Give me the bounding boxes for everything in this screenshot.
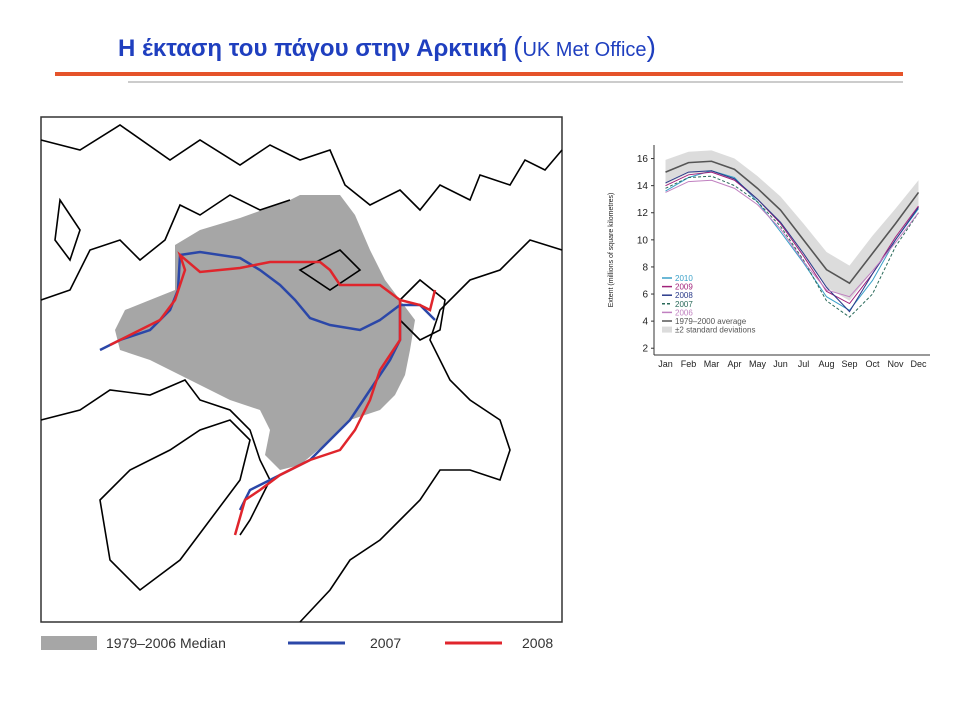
x-tick-label: Apr — [727, 359, 741, 369]
legend-label: 2007 — [675, 300, 693, 309]
extent-chart: Extent (millions of square kilometres) 2… — [608, 145, 930, 369]
legend-label: 2008 — [675, 291, 693, 300]
coastlines — [40, 124, 563, 623]
x-tick-label: Jan — [658, 359, 673, 369]
legend-label: 1979–2000 average — [675, 317, 747, 326]
title-main: Η έκταση του πάγου στην Αρκτική — [118, 35, 507, 62]
x-tick-label: Jul — [798, 359, 810, 369]
legend-label: 2006 — [675, 308, 693, 317]
series-line — [665, 179, 919, 298]
legend-label: 2010 — [675, 274, 693, 283]
x-tick-label: Feb — [681, 359, 697, 369]
legend-swatch — [662, 326, 672, 333]
paren: ( — [513, 31, 523, 62]
y-tick-label: 8 — [642, 262, 648, 273]
x-tick-label: Mar — [704, 359, 720, 369]
x-tick-label: Dec — [910, 359, 927, 369]
legend-label: 1979–2006 Median — [106, 635, 226, 651]
map: 1979–2006 Median 2007 2008 — [40, 116, 563, 651]
series-line — [665, 160, 920, 285]
ice-2007 — [238, 305, 402, 511]
slide-title: Η έκταση του πάγου στην Αρκτική (UK Met O… — [118, 31, 656, 62]
x-tick-label: Oct — [865, 359, 880, 369]
x-tick-label: Aug — [818, 359, 834, 369]
y-tick-label: 4 — [642, 317, 648, 328]
y-tick-label: 6 — [642, 290, 648, 301]
x-tick-label: Jun — [773, 359, 788, 369]
legend-label: ±2 standard deviations — [675, 326, 755, 335]
series-line — [665, 170, 919, 313]
legend-label: 2008 — [522, 635, 553, 651]
series-line — [665, 175, 919, 318]
paren: ) — [647, 31, 656, 62]
y-tick-label: 16 — [637, 154, 649, 165]
y-tick-label: 2 — [642, 344, 648, 355]
y-tick-label: 12 — [637, 208, 649, 219]
ice-2008 — [109, 251, 437, 347]
legend-label: 2009 — [675, 283, 693, 292]
x-tick-label: May — [749, 359, 767, 369]
y-tick-label: 14 — [637, 181, 649, 192]
title-source: UK Met Office — [522, 39, 646, 61]
x-tick-label: Sep — [841, 359, 857, 369]
y-tick-label: 10 — [637, 235, 649, 246]
x-tick-label: Nov — [887, 359, 904, 369]
y-axis-label: Extent (millions of square kilometres) — [608, 193, 615, 308]
legend-label: 2007 — [370, 635, 401, 651]
ice-2008 — [233, 300, 402, 536]
ice-2007 — [99, 250, 436, 352]
title-rule — [55, 72, 903, 76]
series-line — [665, 170, 919, 311]
legend-swatch — [41, 636, 97, 650]
